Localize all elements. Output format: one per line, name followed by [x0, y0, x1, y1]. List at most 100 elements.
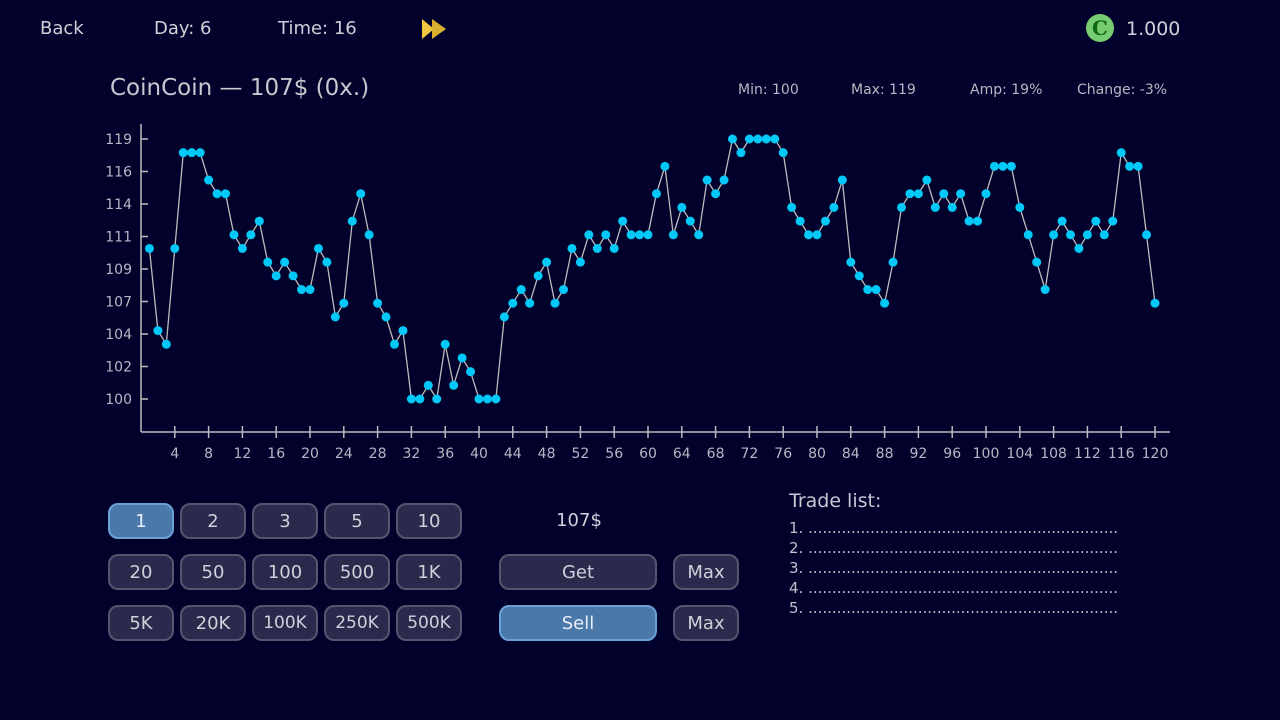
amount-button-100k[interactable]: 100K [252, 605, 318, 641]
price-point [1015, 202, 1025, 212]
price-point [415, 394, 425, 404]
price-line [148, 137, 1156, 401]
price-point [635, 230, 645, 240]
price-point [744, 134, 754, 144]
x-tick-label: 112 [1074, 446, 1101, 462]
price-point [660, 161, 670, 171]
max-stat: Max: 119 [851, 82, 916, 98]
x-tick-label: 64 [673, 446, 691, 462]
price-point [897, 202, 906, 212]
x-tick-label: 68 [707, 446, 725, 462]
price-point [482, 394, 492, 404]
amount-button-20k[interactable]: 20K [180, 605, 246, 641]
amount-button-5k[interactable]: 5K [108, 605, 174, 641]
price-point [280, 257, 290, 267]
back-button[interactable]: Back [40, 18, 84, 39]
price-point [702, 175, 712, 185]
x-tick-label: 28 [369, 446, 387, 462]
balance-value: 1.000 [1126, 18, 1181, 40]
price-point [1006, 161, 1016, 171]
price-point [1125, 161, 1135, 171]
price-point [1082, 230, 1092, 240]
price-point [406, 394, 416, 404]
price-point [559, 285, 568, 295]
price-point [956, 189, 966, 199]
price-point [516, 285, 526, 295]
x-tick-label: 84 [842, 446, 860, 462]
sell-button[interactable]: Sell [499, 605, 657, 641]
price-point [1074, 243, 1084, 253]
price-point [719, 175, 729, 185]
price-point [922, 175, 932, 185]
price-point [761, 134, 771, 144]
price-point [339, 298, 349, 308]
price-point [271, 271, 281, 281]
price-point [618, 216, 628, 226]
price-point [254, 216, 264, 226]
price-point [440, 339, 450, 349]
price-point [161, 339, 171, 349]
trade-list-item: 4. .....................................… [789, 579, 1119, 597]
price-point [1108, 216, 1118, 226]
coin-icon: C [1086, 14, 1114, 42]
price-point [533, 271, 543, 281]
x-tick-label: 96 [943, 446, 961, 462]
price-point [863, 285, 873, 295]
price-point [1116, 148, 1126, 158]
price-point [170, 243, 180, 253]
get-max-button[interactable]: Max [673, 554, 739, 590]
price-point [373, 298, 383, 308]
price-point [778, 148, 788, 158]
price-point [1057, 216, 1067, 226]
price-point [221, 189, 230, 199]
price-point [694, 230, 704, 240]
current-price: 107$ [556, 510, 602, 531]
price-point [787, 202, 797, 212]
price-point [728, 134, 737, 144]
amount-button-20[interactable]: 20 [108, 554, 174, 590]
price-point [195, 148, 205, 158]
price-point [390, 339, 399, 349]
price-point [457, 353, 467, 363]
price-point [347, 216, 357, 226]
x-tick-label: 8 [204, 446, 213, 462]
amount-button-500[interactable]: 500 [324, 554, 390, 590]
price-point [398, 326, 408, 336]
price-point [837, 175, 847, 185]
x-tick-label: 76 [774, 446, 792, 462]
y-tick-label: 100 [105, 392, 132, 408]
x-tick-label: 20 [301, 446, 319, 462]
amount-button-2[interactable]: 2 [180, 503, 246, 539]
fast-forward-icon[interactable] [421, 17, 449, 41]
price-point [905, 189, 915, 199]
page-title: CoinCoin — 107$ (0x.) [110, 75, 370, 101]
price-point [491, 394, 501, 404]
amount-button-1k[interactable]: 1K [396, 554, 462, 590]
price-point [998, 161, 1008, 171]
amount-button-5[interactable]: 5 [324, 503, 390, 539]
price-point [939, 189, 949, 199]
price-point [229, 230, 239, 240]
sell-max-button[interactable]: Max [673, 605, 739, 641]
amount-button-10[interactable]: 10 [396, 503, 462, 539]
price-point [592, 243, 602, 253]
x-tick-label: 16 [267, 446, 285, 462]
x-tick-label: 12 [233, 446, 251, 462]
price-point [846, 257, 856, 267]
amount-button-1[interactable]: 1 [108, 503, 174, 539]
time-indicator: Time: 16 [278, 18, 357, 39]
amount-button-50[interactable]: 50 [180, 554, 246, 590]
x-tick-label: 4 [170, 446, 179, 462]
price-point [820, 216, 830, 226]
get-button[interactable]: Get [499, 554, 657, 590]
price-point [187, 148, 197, 158]
price-point [651, 189, 661, 199]
amount-button-500k[interactable]: 500K [396, 605, 462, 641]
amount-button-250k[interactable]: 250K [324, 605, 390, 641]
x-tick-label: 44 [504, 446, 522, 462]
amount-button-100[interactable]: 100 [252, 554, 318, 590]
x-tick-label: 116 [1108, 446, 1135, 462]
price-point [322, 257, 332, 267]
price-point [313, 243, 323, 253]
amount-button-3[interactable]: 3 [252, 503, 318, 539]
